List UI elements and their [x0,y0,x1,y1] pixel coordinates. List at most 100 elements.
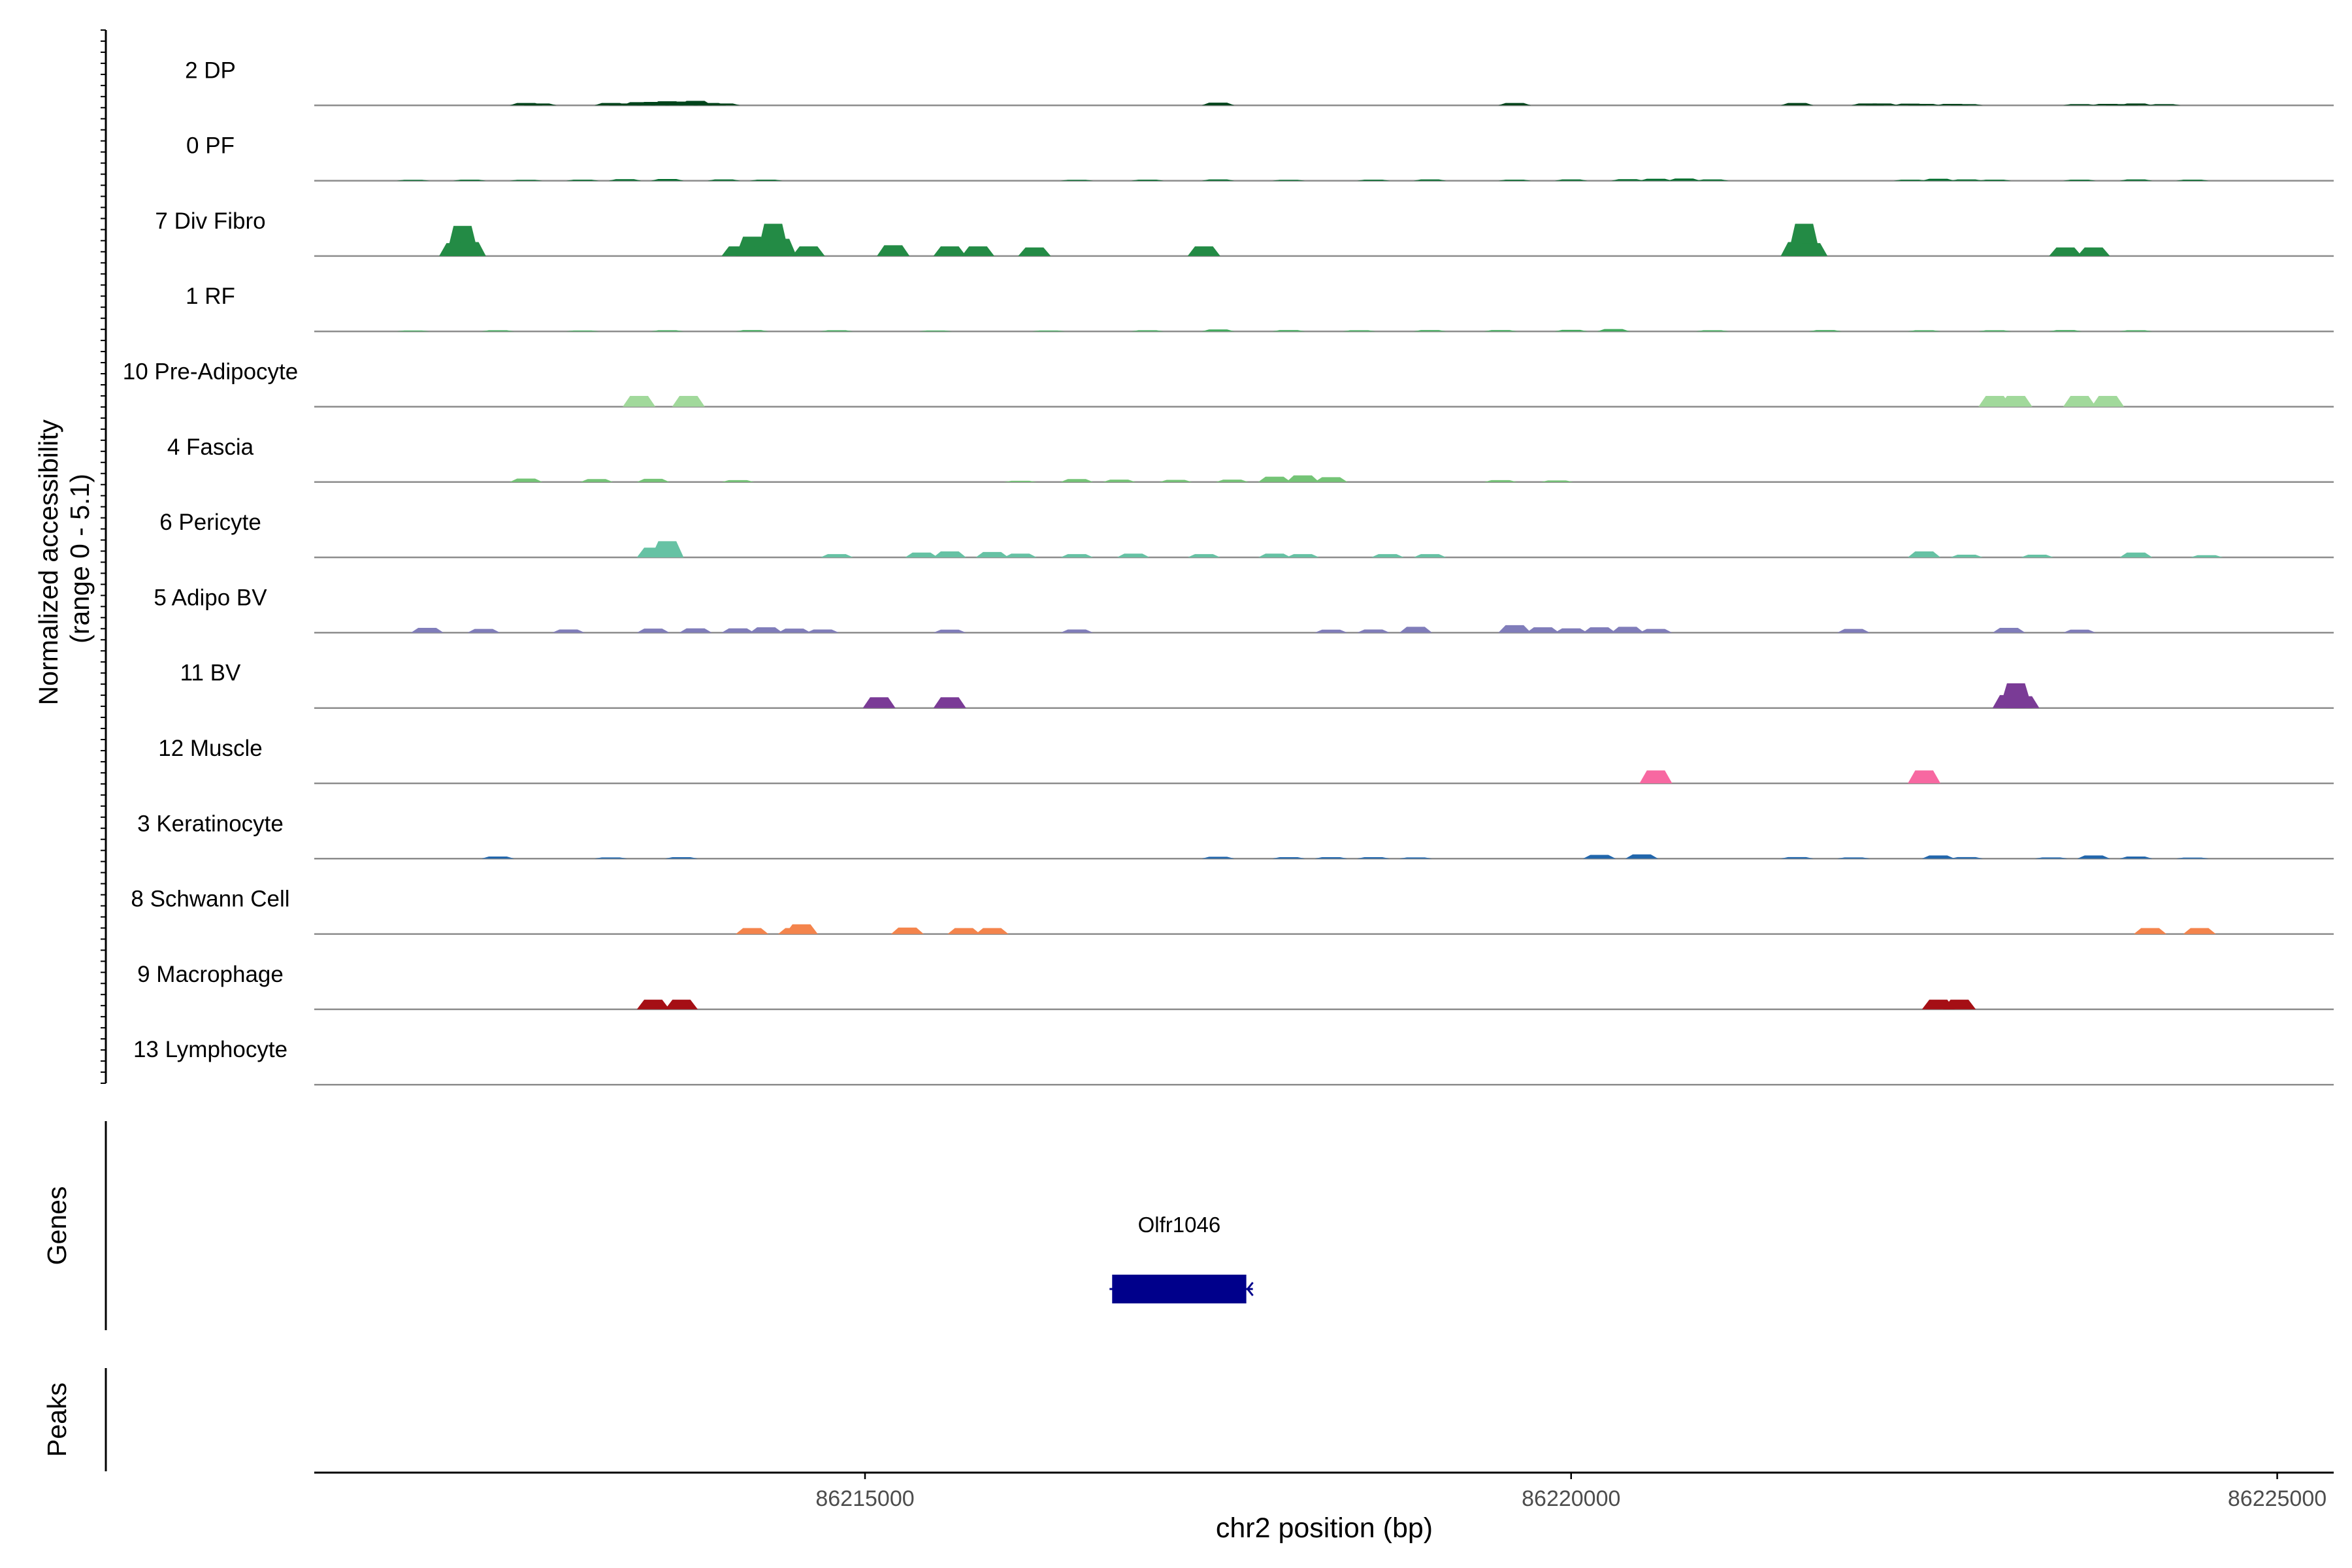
coverage-peak [1639,770,1673,783]
coverage-peak [1625,854,1658,859]
coverage-peak [1399,857,1432,859]
coverage-peak [1413,330,1446,332]
track-14: 13 Lymphocyte [133,1037,2334,1086]
track-label: 8 Schwann Cell [131,887,289,912]
coverage-tracks: 2 DP 0 PF 7 Div Fibro 1 RF 10 Pre-Adipocyte 4… [123,57,2334,1086]
coverage-peak [1695,179,1729,181]
coverage-peak [975,928,1009,934]
coverage-peak [1286,554,1320,558]
coverage-peak [1004,480,1037,482]
coverage-peak [1498,625,1531,633]
coverage-peak [2063,396,2096,407]
coverage-peak [820,330,853,332]
coverage-peak [1187,246,1220,256]
coverage-peak [2119,552,2153,558]
track-label: 5 Adipo BV [154,585,267,610]
y-axis-title: Normalized accessibility (range 0 - 5.1) [33,412,95,706]
x-axis-title: chr2 position (bp) [1216,1512,1433,1544]
coverage-peak [1258,553,1291,558]
coverage-peak [1286,475,1320,482]
track-6: 4 Fascia [167,434,2334,483]
coverage-peak [2049,247,2082,256]
coverage-peak [1893,179,1927,181]
track-label: 4 Fascia [167,434,254,460]
coverage-peak [933,697,966,708]
coverage-peak [2006,696,2040,708]
coverage-peak [2049,330,2082,332]
coverage-peak [1315,477,1348,482]
gene-strand-arrow [1246,1282,1254,1296]
coverage-peak [1343,330,1376,332]
gene-label: Olfr1046 [1138,1213,1221,1237]
coverage-peak [905,552,938,558]
coverage-peak [1554,329,1588,332]
coverage-peak [1950,857,1983,859]
coverage-peak [651,541,684,558]
coverage-peak [2077,247,2110,256]
x-tick-label: 86215000 [815,1486,914,1511]
coverage-peak [2134,928,2166,934]
coverage-peak [1554,628,1588,633]
coverage-peak [552,629,585,633]
track-5: 10 Pre-Adipocyte [123,359,2334,408]
coverage-peak [1272,857,1305,859]
coverage-peak [1908,103,1941,106]
coverage-peak [623,396,656,407]
track-label: 13 Lymphocyte [133,1037,287,1062]
coverage-peak [1583,855,1616,859]
track-10: 12 Muscle [158,736,2334,785]
genes-track-label: Genes [42,1186,72,1266]
coverage-peak [2176,857,2209,859]
coverage-peak [1950,104,1983,106]
coverage-peak [410,627,444,633]
coverage-peak [651,330,684,332]
coverage-peak [1943,1000,1976,1009]
coverage-peak [1978,330,2012,332]
peaks-track-label: Peaks [42,1382,72,1457]
track-label: 2 DP [185,57,236,83]
track-label: 0 PF [186,133,235,159]
track-4: 1 RF [186,284,2334,333]
coverage-peak [961,246,994,256]
track-label: 10 Pre-Adipocyte [123,359,298,385]
track-13: 9 Macrophage [137,962,2334,1011]
coverage-peak [665,857,698,859]
coverage-peak [1201,179,1235,181]
coverage-peak [2119,179,2153,181]
track-8: 5 Adipo BV [154,585,2334,634]
accessibility-axis-ticks [101,29,106,1084]
coverage-peak [1950,554,1983,558]
track-label: 1 RF [186,284,235,309]
coverage-peak [1583,627,1616,633]
coverage-peak [1908,551,1941,558]
coverage-peak [975,551,1009,558]
y-axis-title-line-2: (range 0 - 5.1) [65,474,95,644]
coverage-peak [1201,329,1235,332]
coverage-peak [1315,629,1348,633]
coverage-peak [580,479,613,482]
coverage-peak [1541,480,1574,482]
coverage-peak [1258,476,1291,482]
coverage-peak [721,628,755,633]
coverage-peak [736,928,769,934]
coverage-peak [1399,627,1432,633]
coverage-peak [636,629,670,633]
coverage-peak [1795,243,1828,256]
coverage-peak [1413,554,1446,558]
coverage-peak [1999,396,2033,407]
coverage-peak [1498,179,1531,181]
coverage-peak [1639,629,1673,633]
coverage-peak [1780,103,1814,106]
coverage-peak [1611,179,1644,181]
coverage-peak [736,330,769,332]
coverage-peak [1060,554,1094,558]
coverage-peak [721,480,755,482]
coverage-peak [1808,330,1842,332]
coverage-peak [523,103,557,106]
track-7: 6 Pericyte [159,510,2334,559]
coverage-peak [1837,857,1870,859]
coverage-peak [806,629,840,633]
coverage-peak [1950,179,1983,181]
track-3: 7 Div Fibro [155,208,2334,257]
coverage-peak [665,1000,698,1009]
